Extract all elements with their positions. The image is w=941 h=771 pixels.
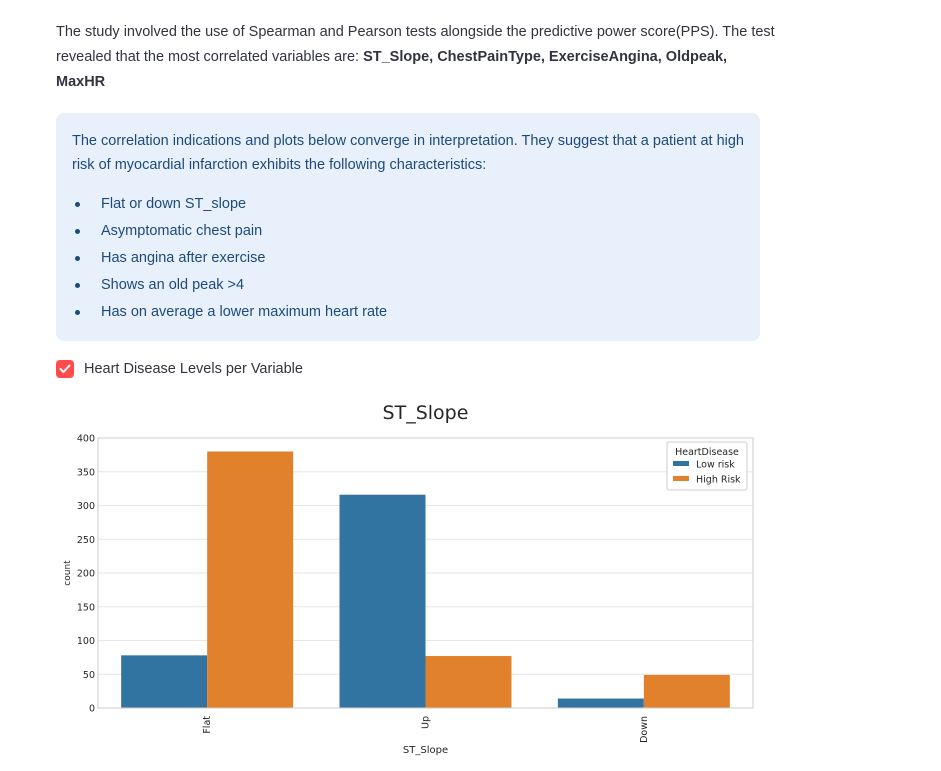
bar bbox=[557, 698, 644, 708]
info-box: The correlation indications and plots be… bbox=[56, 113, 760, 341]
bullet-icon bbox=[75, 283, 80, 288]
list-item: Asymptomatic chest pain bbox=[72, 218, 744, 245]
x-tick-label: Up bbox=[421, 716, 432, 729]
x-axis-label: ST_Slope bbox=[403, 745, 448, 756]
y-axis-label: count bbox=[63, 560, 73, 586]
bullet-icon bbox=[75, 256, 80, 261]
list-item: Flat or down ST_slope bbox=[72, 191, 744, 218]
bar bbox=[339, 494, 426, 708]
legend-title: HeartDisease bbox=[675, 447, 739, 458]
y-tick-label: 200 bbox=[77, 569, 95, 580]
legend-label: Low risk bbox=[696, 460, 735, 471]
bar bbox=[207, 451, 294, 708]
bar bbox=[643, 674, 730, 708]
y-tick-label: 150 bbox=[77, 602, 95, 613]
plot-frame bbox=[97, 437, 754, 709]
intro-text: The study involved the use of Spearman a… bbox=[56, 24, 775, 65]
legend-swatch bbox=[673, 476, 689, 481]
bar bbox=[121, 655, 208, 708]
y-tick-label: 50 bbox=[83, 670, 95, 681]
list-item-text: Has angina after exercise bbox=[101, 250, 266, 266]
list-item: Shows an old peak >4 bbox=[72, 272, 744, 299]
list-item-text: Flat or down ST_slope bbox=[101, 196, 247, 212]
heart-disease-checkbox[interactable] bbox=[56, 360, 74, 378]
list-item-text: Asymptomatic chest pain bbox=[101, 223, 263, 239]
info-text: The correlation indications and plots be… bbox=[72, 133, 744, 173]
checkbox-label[interactable]: Heart Disease Levels per Variable bbox=[84, 361, 303, 377]
st-slope-bar-chart: ST_Slope ST_Slope count 0 50 100 150 200 250 3… bbox=[63, 402, 754, 756]
x-tick-label: Flat bbox=[202, 716, 213, 734]
bullet-icon bbox=[75, 202, 80, 207]
checkmark-icon bbox=[59, 364, 71, 373]
intro-paragraph: The study involved the use of Spearman a… bbox=[56, 20, 776, 95]
chart-title: ST_Slope bbox=[383, 402, 469, 424]
y-tick-label: 350 bbox=[77, 467, 95, 478]
x-tick-label: Down bbox=[639, 716, 650, 743]
list-item-text: Shows an old peak >4 bbox=[101, 277, 245, 293]
heart-disease-checkbox-row[interactable]: Heart Disease Levels per Variable bbox=[56, 360, 303, 378]
legend-label: High Risk bbox=[696, 475, 741, 486]
legend: HeartDisease Low risk High Risk bbox=[666, 441, 748, 491]
bullet-icon bbox=[75, 310, 80, 315]
bar bbox=[425, 656, 512, 708]
list-item: Has angina after exercise bbox=[72, 245, 744, 272]
legend-swatch bbox=[673, 461, 689, 466]
y-tick-label: 400 bbox=[77, 434, 95, 445]
bars bbox=[121, 451, 730, 708]
characteristics-list: Flat or down ST_slope Asymptomatic chest… bbox=[72, 191, 744, 326]
intro-bold-variables: ST_Slope, ChestPainType, ExerciseAngina,… bbox=[56, 49, 728, 90]
y-tick-label: 100 bbox=[77, 636, 95, 647]
y-tick-label: 0 bbox=[89, 704, 95, 715]
tick-labels: 0 50 100 150 200 250 300 350 400 Flat Up Down bbox=[77, 434, 650, 743]
y-tick-label: 250 bbox=[77, 535, 95, 546]
y-tick-label: 300 bbox=[77, 501, 95, 512]
list-item-text: Has on average a lower maximum heart rat… bbox=[101, 304, 388, 320]
list-item: Has on average a lower maximum heart rat… bbox=[72, 299, 744, 326]
bullet-icon bbox=[75, 229, 80, 234]
